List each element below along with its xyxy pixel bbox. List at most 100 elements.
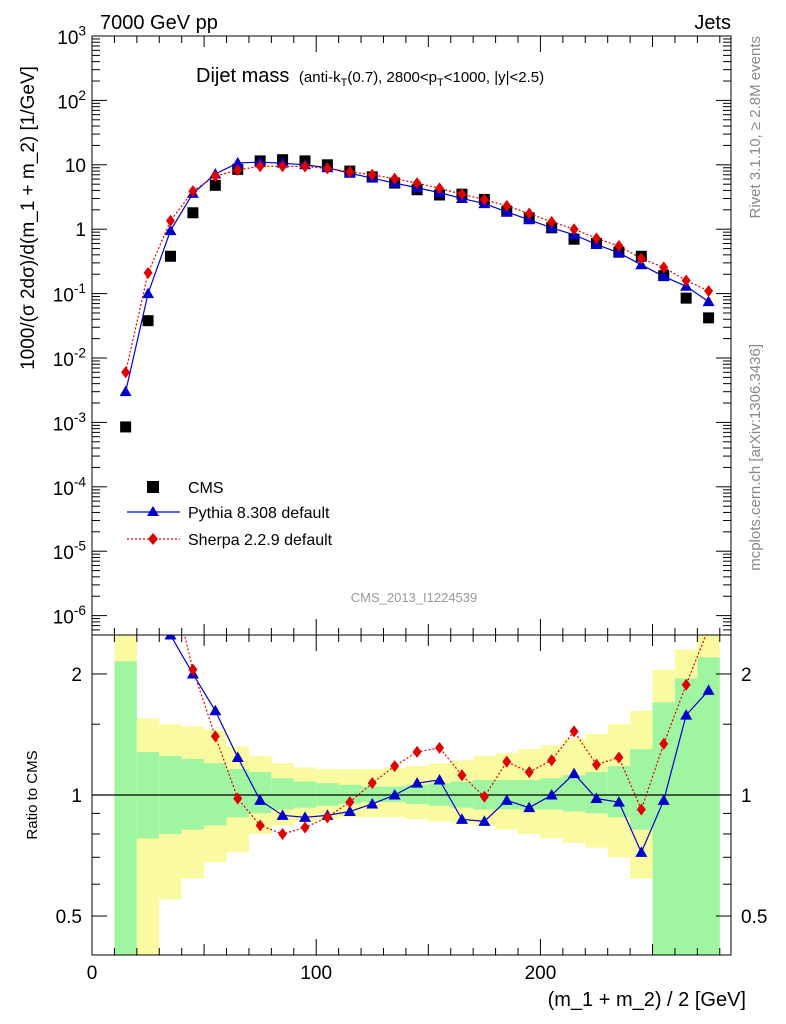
main-y-tick-label: 1 <box>75 220 86 241</box>
ratio-sherpa-point <box>210 730 220 743</box>
sherpa-point <box>524 207 534 220</box>
sherpa-point <box>121 366 131 379</box>
ratio-pythia-point <box>276 809 289 820</box>
sherpa-point <box>636 252 646 265</box>
pythia-point <box>612 246 625 258</box>
cms-point <box>680 292 692 304</box>
axes: 10-6 10-5 10-4 10-3 10-2 10-1 1 10 102 103 0 100 200… <box>53 23 768 984</box>
sherpa-point <box>614 239 624 252</box>
legend-marker-cms <box>147 481 159 493</box>
ratio-pythia-point <box>164 635 177 640</box>
sherpa-point <box>322 162 332 175</box>
ratio-sherpa-point <box>569 725 579 738</box>
band-inner-bin <box>562 775 586 812</box>
plot-title-details: (anti-kT(0.7), 2800<pT<1000, |y|<2.5) <box>299 69 544 89</box>
x-tick-label: 200 <box>525 963 557 984</box>
ratio-y-tick-label-left: 2 <box>71 665 82 686</box>
legend-label-sherpa: Sherpa 2.2.9 default <box>188 532 333 549</box>
main-y-tick-label: 10 <box>65 156 86 177</box>
sherpa-point <box>412 177 422 190</box>
ratio-sherpa-point <box>502 755 512 768</box>
ratio-pythia-point <box>545 789 558 800</box>
legend: CMS Pythia 8.308 default Sherpa 2.2.9 de… <box>127 480 333 549</box>
sherpa-point <box>255 160 265 173</box>
sherpa-point <box>390 172 400 185</box>
ratio-pythia-point <box>142 620 154 631</box>
ratio-pythia-point <box>388 789 401 800</box>
ratio-y-tick-label-left: 1 <box>71 786 82 807</box>
band-inner-bin <box>361 786 384 803</box>
ratio-sherpa-point <box>435 741 445 754</box>
ratio-sherpa-point <box>636 803 646 816</box>
ratio-sherpa-point <box>322 811 332 824</box>
pythia-point <box>657 270 670 281</box>
band-inner-bin <box>630 749 653 830</box>
sherpa-point <box>569 223 579 236</box>
sherpa-point <box>188 185 198 198</box>
pythia-point <box>164 224 177 236</box>
category-label: Jets <box>694 12 731 34</box>
ratio-pythia-point <box>523 801 536 813</box>
ratio-series <box>121 449 715 857</box>
ratio-pythia-point <box>343 805 356 816</box>
ratio-y-tick-label-right: 2 <box>741 665 752 686</box>
cms-point <box>187 207 199 219</box>
ratio-sherpa-point <box>255 819 265 832</box>
ratio-sherpa-point <box>367 777 377 790</box>
main-y-tick-label: 10-6 <box>53 603 86 629</box>
sherpa-point <box>479 193 489 206</box>
band-inner-bin <box>674 678 698 955</box>
sherpa-point <box>210 170 220 183</box>
ratio-sherpa-point <box>390 760 400 773</box>
main-y-tick-label: 10-1 <box>53 281 86 307</box>
ratio-sherpa-point <box>121 449 130 461</box>
ratio-y-tick-label-right: 0.5 <box>741 907 767 928</box>
sherpa-point <box>367 168 377 181</box>
sherpa-point <box>591 232 601 245</box>
cms-point <box>120 421 132 433</box>
ratio-pythia-point <box>635 846 648 857</box>
ratio-sherpa-point <box>457 769 467 782</box>
energy-label: 7000 GeV pp <box>100 12 218 34</box>
plot-title-main: Dijet mass <box>196 65 289 87</box>
cms-point <box>142 315 154 327</box>
ratio-sherpa-point <box>547 754 557 767</box>
ratio-sherpa-point <box>681 678 691 691</box>
ratio-sherpa-point <box>659 737 669 750</box>
ratio-sherpa-point <box>278 827 288 840</box>
analysis-watermark: CMS_2013_I1224539 <box>351 590 478 605</box>
ratio-sherpa-point <box>144 491 153 503</box>
ratio-y-axis-label: Ratio to CMS <box>24 750 41 839</box>
ratio-pythia-point <box>366 797 379 809</box>
sherpa-point <box>165 214 175 227</box>
mcplots-label: mcplots.cern.ch [arXiv:1306.3436] <box>747 344 764 571</box>
ratio-pythia-point <box>500 794 513 805</box>
main-y-tick-label: 102 <box>57 88 86 114</box>
plot-title: Dijet mass (anti-kT(0.7), 2800<pT<1000, … <box>196 65 544 89</box>
ratio-sherpa-point <box>412 745 422 758</box>
ratio-sherpa-point <box>300 821 310 834</box>
sherpa-point <box>233 164 243 177</box>
ratio-pythia-point <box>433 773 446 785</box>
main-y-axis-label: 1000/(σ 2dσ)/d(m_1 + m_2) [1/GeV] <box>18 66 39 370</box>
sherpa-point <box>143 266 153 279</box>
pythia-point <box>702 295 715 307</box>
ratio-sherpa-point <box>188 663 198 676</box>
ratio-pythia-point <box>299 811 311 822</box>
ratio-pythia-point <box>612 796 625 807</box>
band-inner-bin <box>405 784 429 804</box>
main-line-sherpa <box>125 165 709 373</box>
ratio-pythia-point <box>702 684 715 695</box>
legend-marker-sherpa <box>148 533 158 545</box>
main-y-tick-label: 10-2 <box>53 345 86 371</box>
main-line-pythia <box>125 161 709 392</box>
band-inner-bin <box>181 758 205 830</box>
pythia-point <box>231 156 244 168</box>
rivet-label: Rivet 3.1.10, ≥ 2.8M events <box>747 36 764 219</box>
ratio-y-tick-label-right: 1 <box>741 786 752 807</box>
ratio-sherpa-point <box>704 622 713 634</box>
ratio-sherpa-point <box>591 758 601 771</box>
ratio-sherpa-point <box>614 751 624 764</box>
ratio-pythia-point <box>254 794 267 805</box>
pythia-point <box>142 287 155 299</box>
